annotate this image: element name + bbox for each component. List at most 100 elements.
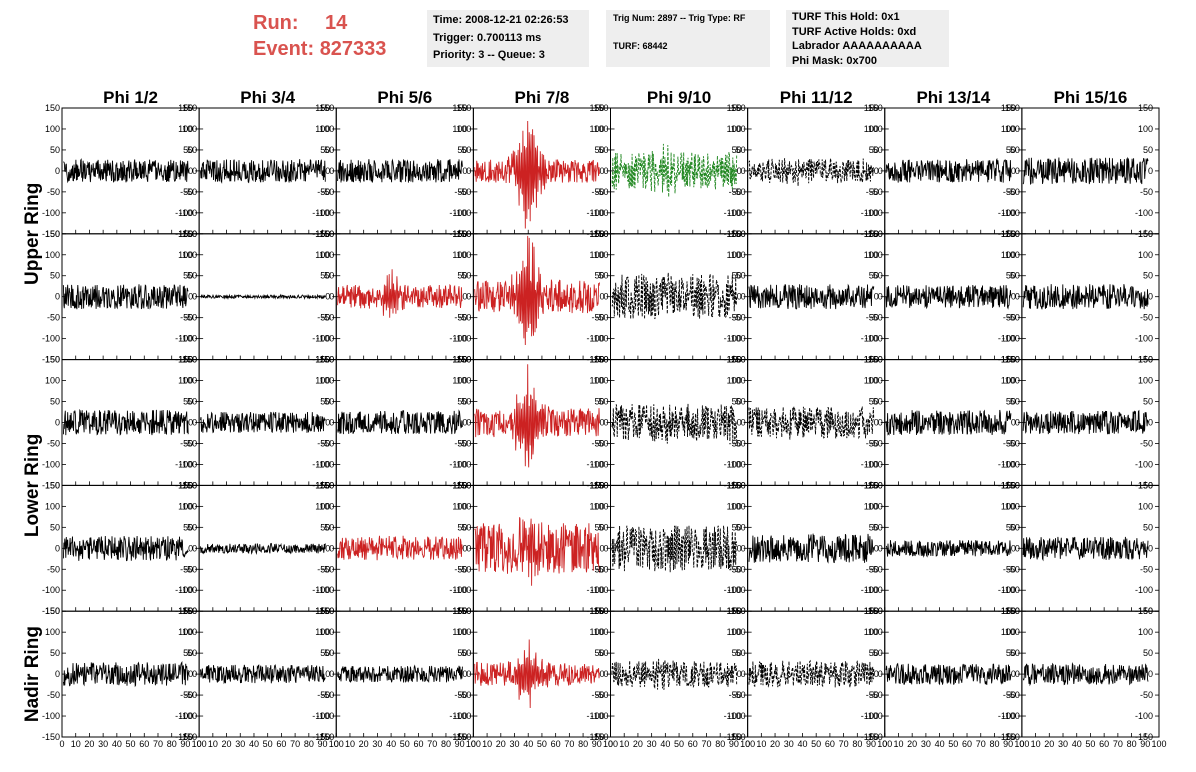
- y-tick-label-left: 100: [1005, 376, 1020, 386]
- ring-label-1: Lower Ring: [22, 434, 43, 537]
- x-tick-label: 70: [839, 739, 849, 749]
- y-tick-label-left: -50: [184, 313, 197, 323]
- y-tick-label-left: -150: [316, 732, 334, 742]
- x-tick-label: 60: [1099, 739, 1109, 749]
- y-tick-label-left: -100: [865, 208, 883, 218]
- y-tick-label-left: 50: [50, 397, 60, 407]
- y-tick-label-left: -100: [590, 208, 608, 218]
- y-tick-label-left: 0: [55, 669, 60, 679]
- y-tick-label-right: -50: [591, 438, 604, 448]
- y-tick-label-right: 150: [178, 480, 193, 490]
- waveform-trace: [885, 157, 1012, 183]
- waveform-trace: [885, 662, 1012, 686]
- y-tick-label-right: 50: [732, 271, 742, 281]
- waveform-trace: [63, 158, 189, 184]
- y-tick-label-left: 100: [1005, 124, 1020, 134]
- y-tick-label-right: -150: [312, 732, 330, 742]
- y-tick-label-left: 0: [329, 418, 334, 428]
- y-tick-label-right: 50: [320, 522, 330, 532]
- y-tick-label-right: 50: [1143, 522, 1153, 532]
- y-tick-label-right: 50: [869, 522, 879, 532]
- y-tick-label-right: -100: [312, 585, 330, 595]
- y-tick-label-right: -100: [449, 459, 467, 469]
- y-tick-label-right: 100: [589, 627, 604, 637]
- y-tick-label-left: 150: [593, 606, 608, 616]
- y-tick-label-right: 150: [589, 480, 604, 490]
- y-tick-label-right: -100: [998, 334, 1016, 344]
- y-tick-label-left: -100: [316, 711, 334, 721]
- y-tick-label-right: 0: [462, 418, 467, 428]
- y-tick-label-left: 50: [736, 397, 746, 407]
- y-tick-label-left: 0: [878, 166, 883, 176]
- y-tick-label-right: -100: [861, 208, 879, 218]
- y-tick-label-left: 150: [319, 103, 334, 113]
- x-tick-label: 10: [345, 739, 355, 749]
- y-tick-label-right: -50: [1003, 187, 1016, 197]
- y-tick-label-left: 0: [329, 166, 334, 176]
- x-tick-label: 10: [71, 739, 81, 749]
- y-tick-label-left: -100: [728, 459, 746, 469]
- y-tick-label-left: -50: [458, 564, 471, 574]
- y-tick-label-right: 0: [874, 418, 879, 428]
- y-tick-label-left: -50: [321, 690, 334, 700]
- y-tick-label-left: -100: [453, 334, 471, 344]
- x-tick-label: 10: [208, 739, 218, 749]
- y-tick-label-left: 0: [741, 543, 746, 553]
- y-tick-label-left: -100: [453, 711, 471, 721]
- y-tick-label-left: 150: [731, 480, 746, 490]
- y-tick-label-right: 150: [1138, 606, 1153, 616]
- y-tick-label-left: 150: [868, 229, 883, 239]
- y-tick-label-right: 150: [452, 355, 467, 365]
- y-tick-label-right: 100: [864, 627, 879, 637]
- x-tick-label: 80: [715, 739, 725, 749]
- y-tick-label-right: 0: [1011, 669, 1016, 679]
- y-tick-label-right: 50: [183, 648, 193, 658]
- column-label-1: Phi 3/4: [240, 88, 295, 107]
- x-tick-label: 20: [359, 739, 369, 749]
- y-tick-label-right: -50: [866, 564, 879, 574]
- waveform-trace: [474, 517, 600, 586]
- y-tick-label-left: -100: [728, 585, 746, 595]
- y-tick-label-left: 50: [50, 522, 60, 532]
- y-tick-label-right: -100: [312, 334, 330, 344]
- y-tick-label-left: 0: [1015, 669, 1020, 679]
- y-tick-label-right: 50: [183, 145, 193, 155]
- y-tick-label-left: 150: [868, 606, 883, 616]
- y-tick-label-left: 100: [456, 501, 471, 511]
- y-tick-label-left: 100: [456, 376, 471, 386]
- y-tick-label-left: -100: [1002, 711, 1020, 721]
- y-tick-label-left: 0: [878, 543, 883, 553]
- y-tick-label-left: 50: [598, 648, 608, 658]
- y-tick-label-left: 0: [55, 543, 60, 553]
- y-tick-label-right: -100: [861, 585, 879, 595]
- y-tick-label-right: -50: [454, 313, 467, 323]
- y-tick-label-left: -100: [42, 711, 60, 721]
- y-tick-label-left: -50: [47, 564, 60, 574]
- y-tick-label-left: -100: [42, 208, 60, 218]
- x-tick-label: 20: [496, 739, 506, 749]
- x-tick-label: 30: [510, 739, 520, 749]
- y-tick-label-left: 0: [192, 292, 197, 302]
- x-tick-label: 60: [825, 739, 835, 749]
- y-tick-label-right: -100: [724, 585, 742, 595]
- y-tick-label-left: -100: [590, 334, 608, 344]
- y-tick-label-right: 0: [737, 166, 742, 176]
- x-tick-label: 80: [578, 739, 588, 749]
- y-tick-label-left: -150: [453, 732, 471, 742]
- y-tick-label-right: -50: [866, 438, 879, 448]
- y-tick-label-right: 0: [462, 669, 467, 679]
- y-tick-label-right: -150: [586, 732, 604, 742]
- y-tick-label-right: 50: [457, 271, 467, 281]
- y-tick-label-right: 150: [727, 103, 742, 113]
- y-tick-label-left: -50: [870, 690, 883, 700]
- y-tick-label-right: 50: [1143, 145, 1153, 155]
- waveform-trace: [748, 283, 875, 310]
- y-tick-label-right: 150: [315, 480, 330, 490]
- y-tick-label-right: 100: [315, 250, 330, 260]
- x-tick-label: 50: [811, 739, 821, 749]
- y-tick-label-left: 100: [182, 376, 197, 386]
